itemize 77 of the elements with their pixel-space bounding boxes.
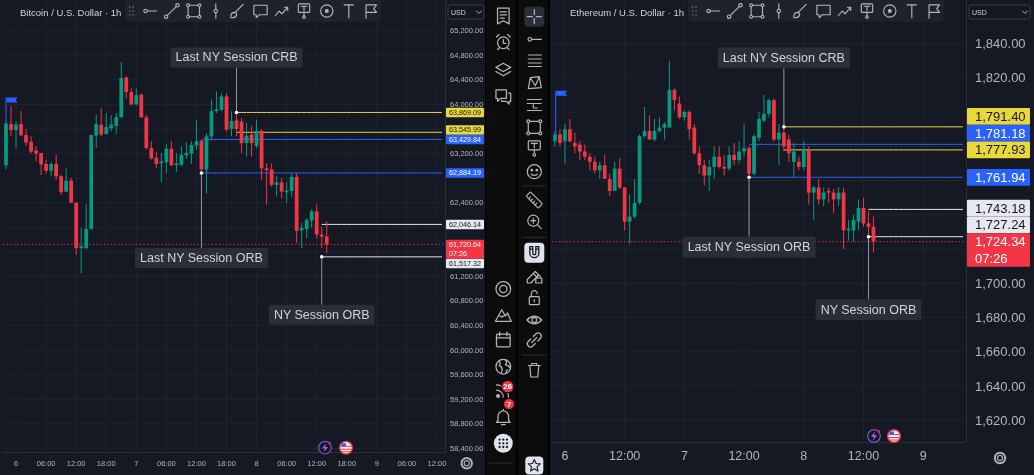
y-tick-label: 1,620.00 [975,412,1026,428]
data-label: 1,791.40 [975,108,1026,124]
candlestick [707,159,712,192]
candlestick [309,208,314,229]
y-tick-label: 1,660.00 [975,344,1026,360]
annotation: Last NY Session CRB [722,50,845,65]
candlestick [816,178,821,206]
candlestick [617,157,622,190]
candlestick [742,123,746,158]
candlestick [732,142,736,166]
y-tick-label: 1,640.00 [975,378,1026,394]
candlestick [831,188,836,214]
candlestick [722,154,727,176]
candlestick [727,145,732,171]
candlestick [59,174,64,196]
candlestick [767,97,771,118]
candlestick [14,121,18,149]
candlestick [826,186,831,204]
x-tick-label: 7 [680,449,688,463]
data-label: 1,781.18 [975,125,1026,141]
candlestick [737,140,741,164]
data-label: 1,777.93 [975,142,1026,158]
candlestick [786,133,791,163]
candlestick [563,123,567,164]
data-label: 1,743.18 [975,200,1026,216]
y-tick-label: 1,700.00 [975,275,1026,291]
candlestick [149,140,154,161]
candlestick [69,177,74,204]
candlestick [602,154,607,180]
candlestick [717,145,722,170]
candlestick [568,118,572,144]
y-tick-label: 1,840.00 [975,36,1026,52]
candlestick [801,140,806,171]
candlestick [304,217,309,239]
candlestick [702,159,707,187]
data-label: 1,761.94 [975,169,1026,185]
candlestick [274,175,279,198]
candlestick [558,128,562,147]
candlestick [777,123,781,166]
candlestick [54,154,58,181]
ref-line-label: 1,724.34 07:26 [975,234,1026,266]
candlestick [607,173,612,197]
annotation: NY Session ORB [273,307,370,322]
candlestick [164,143,169,174]
candlestick [124,75,129,100]
candlestick [612,161,617,192]
text: Ethereum / U.S. Dollar · 1h [570,6,685,18]
candlestick [791,142,796,178]
data-label: 1,727.24 [975,217,1026,233]
candlestick [712,145,717,180]
x-tick-label: 6 [561,449,569,463]
candlestick [289,172,294,198]
annotation: Last NY Session CRB [175,50,298,65]
candlestick [19,110,23,137]
x-tick-label: 8 [800,449,808,463]
candlestick [24,128,28,147]
x-tick-label: 12:00 [728,449,760,463]
annotation: Last NY Session ORB [687,240,811,255]
candlestick [314,204,319,239]
candlestick [9,105,13,137]
candlestick [139,92,144,119]
text: Bitcoin / U.S. Dollar · 1h [20,6,122,18]
annotation: Last NY Session ORB [140,250,263,265]
x-tick-label: 9 [919,449,927,463]
candlestick [821,186,826,207]
x-tick-label: 12:00 [609,449,641,463]
annotation: NY Session ORB [820,302,917,317]
y-tick-label: 1,680.00 [975,310,1026,326]
candlestick [79,227,84,274]
candlestick [811,185,816,221]
candlestick [99,107,104,137]
candlestick [279,177,284,199]
candlestick [49,161,53,177]
y-tick-label: 1,820.00 [975,70,1026,86]
candlestick [194,119,199,151]
candlestick [697,145,702,175]
x-tick-label: 12:00 [847,449,880,463]
